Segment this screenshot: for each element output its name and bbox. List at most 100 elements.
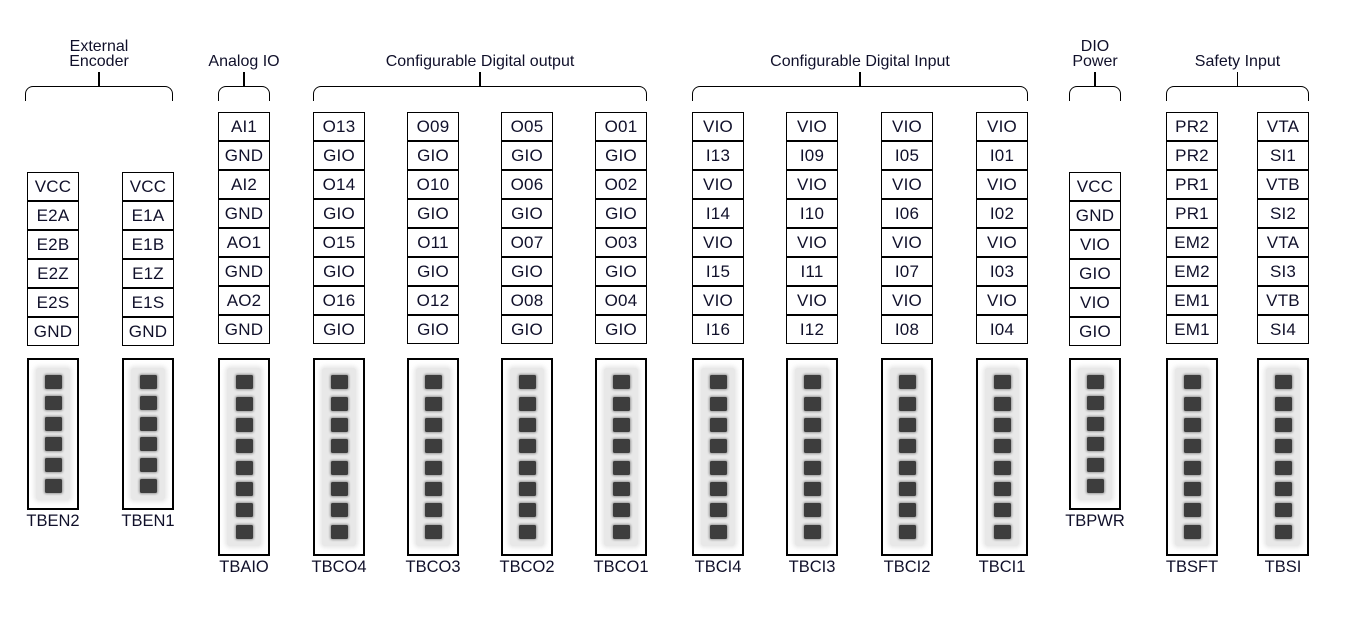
connector-pin-strip — [322, 368, 356, 546]
block-name-label: TBSI — [1264, 558, 1302, 576]
pin-cell: GND — [1069, 201, 1121, 230]
connector-pin — [235, 503, 253, 518]
group-title: Configurable Digital output — [330, 53, 630, 70]
pin-cell: GIO — [595, 315, 647, 344]
connector-pin — [709, 503, 727, 518]
connector-pin — [1086, 395, 1104, 410]
connector-pin — [235, 439, 253, 454]
connector-pin — [424, 439, 442, 454]
connector-pin — [1183, 481, 1201, 496]
group-brace — [1166, 86, 1309, 101]
pin-cell: VIO — [881, 170, 933, 199]
connector-pin — [1086, 416, 1104, 431]
pin-cell: O03 — [595, 228, 647, 257]
pin-label-column: VIO I09 VIO I10 VIO I11 VIO I12 — [786, 112, 838, 344]
terminal-connector — [407, 358, 459, 556]
connector-pin — [424, 503, 442, 518]
block-name-label: TBCI3 — [788, 558, 836, 576]
pin-cell: O05 — [501, 112, 553, 141]
connector-pin — [518, 439, 536, 454]
pin-cell: O14 — [313, 170, 365, 199]
connector-pin — [424, 396, 442, 411]
pin-cell: I01 — [976, 141, 1028, 170]
brace-stem — [1236, 72, 1239, 86]
terminal-connector — [27, 358, 79, 510]
terminal-connector — [692, 358, 744, 556]
connector-pin — [139, 458, 157, 473]
pin-cell: VCC — [122, 172, 174, 201]
connector-pin — [709, 375, 727, 390]
pin-label-column: O09 GIO O10 GIO O11 GIO O12 GIO — [407, 112, 459, 344]
pin-cell: E2Z — [27, 259, 79, 288]
connector-pin — [803, 503, 821, 518]
group-brace — [313, 86, 647, 101]
connector-pin — [898, 503, 916, 518]
pin-cell: VIO — [692, 170, 744, 199]
connector-pin — [993, 503, 1011, 518]
connector-pin — [330, 375, 348, 390]
pin-cell: GIO — [313, 257, 365, 286]
brace-stem — [479, 72, 481, 86]
connector-pin — [330, 481, 348, 496]
connector-pin — [709, 417, 727, 432]
connector-pin — [330, 524, 348, 539]
terminal-connector — [1257, 358, 1309, 556]
connector-pin — [709, 396, 727, 411]
connector-pin — [139, 374, 157, 389]
connector-pin — [235, 375, 253, 390]
pin-cell: PR1 — [1166, 170, 1218, 199]
pin-cell: GND — [218, 141, 270, 170]
pin-cell: O13 — [313, 112, 365, 141]
connector-pin — [330, 439, 348, 454]
group-title-line: Encoder — [69, 53, 129, 70]
connector-pin — [330, 503, 348, 518]
connector-pin-strip — [416, 368, 450, 546]
connector-pin — [898, 439, 916, 454]
connector-pin — [518, 481, 536, 496]
connector-pin — [139, 479, 157, 494]
terminal-connector — [595, 358, 647, 556]
connector-pin — [518, 524, 536, 539]
connector-pin — [993, 481, 1011, 496]
group-title-line: Configurable Digital output — [385, 53, 575, 70]
pin-cell: E2A — [27, 201, 79, 230]
block-name-label: TBCO4 — [311, 558, 367, 576]
pin-cell: I06 — [881, 199, 933, 228]
pin-cell: E2S — [27, 288, 79, 317]
connector-pin — [518, 503, 536, 518]
pin-label-column: O05 GIO O06 GIO O07 GIO O08 GIO — [501, 112, 553, 344]
connector-pin — [993, 375, 1011, 390]
connector-pin — [612, 396, 630, 411]
connector-pin — [1183, 460, 1201, 475]
group-title-line: External — [69, 38, 129, 55]
connector-pin — [1183, 524, 1201, 539]
connector-pin-strip — [604, 368, 638, 546]
pin-cell: I05 — [881, 141, 933, 170]
connector-pin-strip — [227, 368, 261, 546]
pin-label-column: VIO I13 VIO I14 VIO I15 VIO I16 — [692, 112, 744, 344]
pin-label-column: AI1 GND AI2 GND AO1 GND AO2 GND — [218, 112, 270, 344]
pin-cell: E2B — [27, 230, 79, 259]
brace-stem — [1094, 72, 1096, 86]
pin-cell: GIO — [595, 199, 647, 228]
connector-pin — [44, 395, 62, 410]
block-name-label: TBAIO — [219, 558, 269, 576]
pin-cell: GIO — [1069, 317, 1121, 346]
pin-cell: GIO — [407, 199, 459, 228]
pin-cell: VIO — [1069, 288, 1121, 317]
pin-cell: VIO — [976, 286, 1028, 315]
terminal-connector — [313, 358, 365, 556]
pin-cell: O12 — [407, 286, 459, 315]
pin-cell: I03 — [976, 257, 1028, 286]
pin-cell: SI1 — [1257, 141, 1309, 170]
connector-pin — [898, 396, 916, 411]
pin-cell: VIO — [976, 112, 1028, 141]
connector-pin-strip — [795, 368, 829, 546]
connector-pin — [424, 524, 442, 539]
pin-cell: SI4 — [1257, 315, 1309, 344]
connector-pin — [424, 481, 442, 496]
pin-cell: E1S — [122, 288, 174, 317]
connector-pin — [612, 503, 630, 518]
connector-pin — [1274, 524, 1292, 539]
pin-cell: EM2 — [1166, 257, 1218, 286]
